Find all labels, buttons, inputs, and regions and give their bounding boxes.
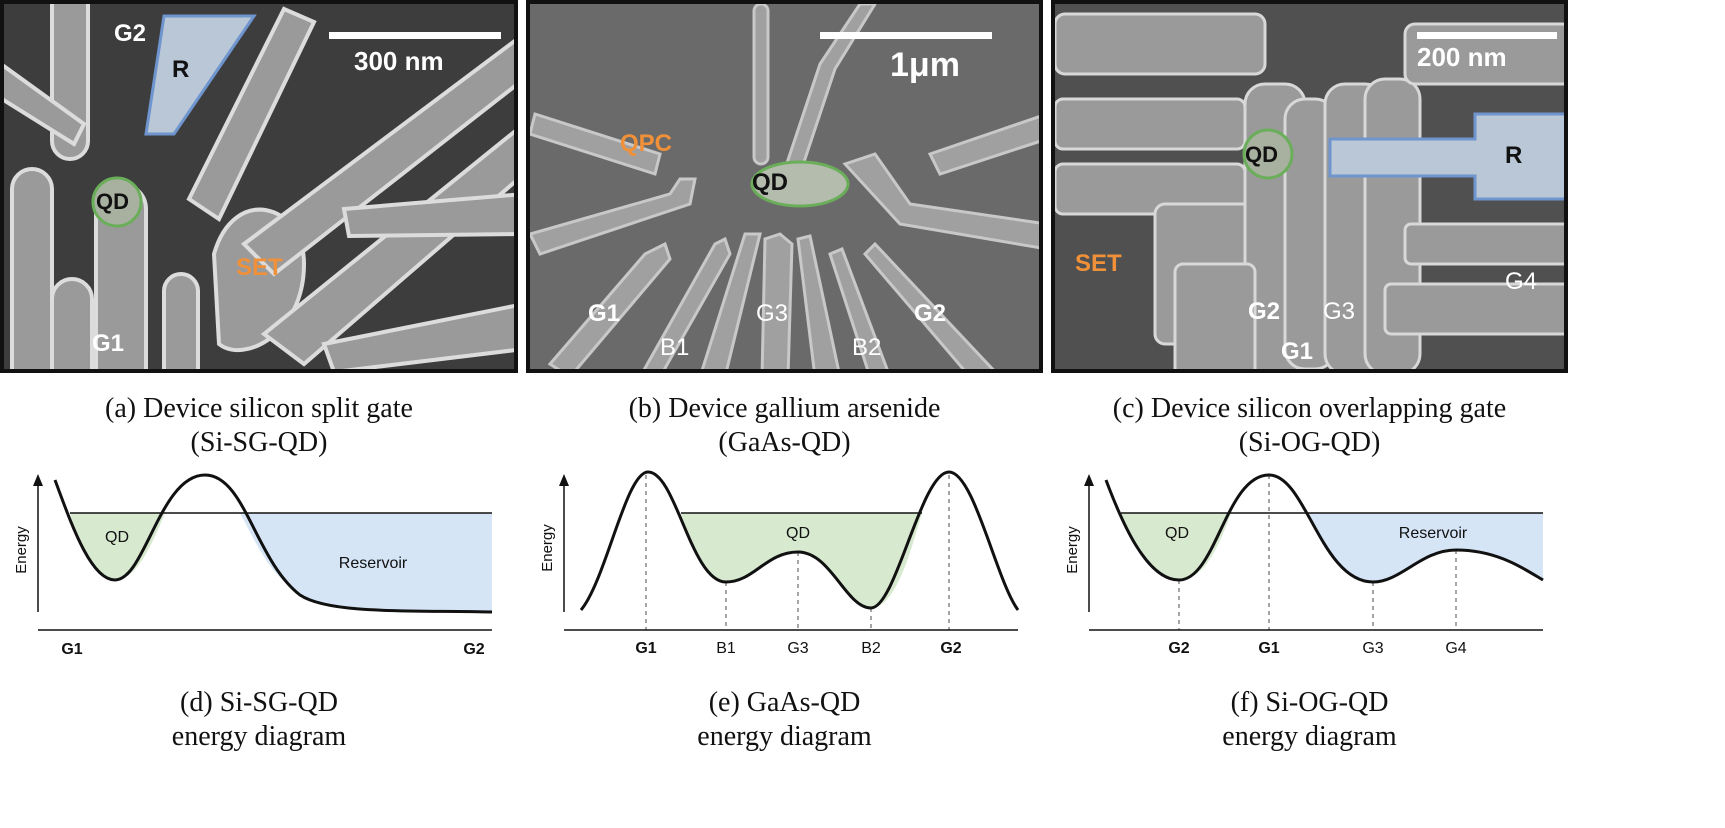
gate-label-g2: G2 bbox=[114, 20, 147, 47]
scalebar bbox=[1417, 32, 1557, 39]
sem-a-gates bbox=[4, 4, 514, 369]
sem-image-a: 300 nm G2 R QD SET G1 bbox=[0, 0, 518, 373]
qd-highlight bbox=[750, 160, 850, 208]
reservoir-label: Reservoir bbox=[1399, 525, 1468, 542]
qd-label: QD bbox=[1245, 142, 1278, 167]
qd-label: QD bbox=[752, 169, 788, 196]
set-label: SET bbox=[236, 254, 283, 281]
gate-label-g1: G1 bbox=[1281, 338, 1314, 365]
qd-label: QD bbox=[1165, 525, 1189, 542]
tick-label-b2: B2 bbox=[861, 640, 881, 657]
caption-c: (c) Device silicon overlapping gate (Si-… bbox=[1051, 392, 1568, 460]
scalebar-label: 300 nm bbox=[354, 46, 444, 76]
tick-label-b1: B1 bbox=[716, 640, 736, 657]
caption-b: (b) Device gallium arsenide (GaAs-QD) bbox=[526, 392, 1043, 460]
caption-b-line2: (GaAs-QD) bbox=[718, 427, 851, 458]
tick-label-g3: G3 bbox=[787, 640, 808, 657]
gate-label-g4: G4 bbox=[1505, 268, 1538, 295]
qd-fill bbox=[70, 513, 165, 580]
tick-label-g4: G4 bbox=[1445, 640, 1466, 657]
reservoir-r-highlight bbox=[144, 14, 257, 136]
caption-b-line1: (b) Device gallium arsenide bbox=[628, 393, 941, 424]
energy-diagram-d: Energy QD Reservoir G1 G2 bbox=[13, 473, 493, 658]
caption-e: (e) GaAs-QD energy diagram bbox=[526, 686, 1043, 754]
gate-markers bbox=[645, 475, 950, 630]
caption-a-line1: (a) Device silicon split gate bbox=[105, 393, 413, 424]
reservoir-r-highlight bbox=[1328, 112, 1564, 201]
gate-label-g2: G2 bbox=[914, 300, 947, 327]
gate-label-g3: G3 bbox=[1323, 298, 1356, 325]
potential-curve bbox=[53, 473, 493, 614]
qd-label: QD bbox=[786, 525, 810, 542]
scalebar bbox=[820, 32, 992, 39]
gate-label-b1: B1 bbox=[660, 334, 690, 361]
scalebar-label: 200 nm bbox=[1417, 42, 1507, 72]
caption-f: (f) Si-OG-QD energy diagram bbox=[1051, 686, 1568, 754]
qd-highlight bbox=[91, 176, 143, 228]
y-axis-label: Energy bbox=[1064, 526, 1081, 574]
qd-highlight bbox=[1242, 128, 1294, 180]
tick-label-g2: G2 bbox=[463, 641, 484, 658]
gate-markers bbox=[1178, 475, 1457, 630]
caption-d-line1: (d) Si-SG-QD bbox=[180, 687, 338, 718]
caption-f-line2: energy diagram bbox=[1222, 721, 1397, 752]
caption-a-line2: (Si-SG-QD) bbox=[190, 427, 328, 458]
caption-e-line1: (e) GaAs-QD bbox=[708, 687, 861, 718]
gate-label-b2: B2 bbox=[852, 334, 882, 361]
y-axis-label: Energy bbox=[13, 526, 30, 574]
tick-label-g1: G1 bbox=[635, 640, 656, 657]
gate-label-g2: G2 bbox=[1248, 298, 1281, 325]
y-axis-arrow bbox=[1084, 474, 1094, 486]
potential-curve bbox=[1104, 473, 1544, 584]
sem-b-gates bbox=[530, 4, 1039, 369]
tick-label-g3: G3 bbox=[1362, 640, 1383, 657]
tick-label-g1: G1 bbox=[1258, 640, 1279, 657]
qd-label: QD bbox=[96, 189, 129, 214]
caption-c-line1: (c) Device silicon overlapping gate bbox=[1112, 393, 1507, 424]
caption-c-line2: (Si-OG-QD) bbox=[1238, 427, 1381, 458]
tick-label-g2: G2 bbox=[1168, 640, 1189, 657]
caption-a: (a) Device silicon split gate (Si-SG-QD) bbox=[0, 392, 518, 460]
energy-diagram-e: Energy QD G1 B1 G3 B2 G2 bbox=[539, 470, 1020, 657]
qd-fill bbox=[681, 513, 922, 608]
reservoir-fill bbox=[240, 513, 492, 612]
sem-image-c: 200 nm QD R SET G4 G2 G3 G1 bbox=[1051, 0, 1568, 373]
scalebar-label: 1μm bbox=[890, 46, 960, 84]
sem-c-gates bbox=[1055, 12, 1564, 369]
set-label: SET bbox=[1075, 250, 1122, 277]
gate-label-g1: G1 bbox=[588, 300, 621, 327]
reservoir-label-r: R bbox=[1505, 142, 1523, 169]
sem-image-b: 1μm QPC QD G1 G3 G2 B1 B2 bbox=[526, 0, 1043, 373]
caption-f-line1: (f) Si-OG-QD bbox=[1230, 687, 1389, 718]
y-axis-arrow bbox=[559, 474, 569, 486]
reservoir-label-r: R bbox=[172, 56, 190, 83]
gate-label-g3: G3 bbox=[756, 300, 789, 327]
tick-label-g1: G1 bbox=[61, 641, 82, 658]
reservoir-label: Reservoir bbox=[339, 555, 408, 572]
reservoir-fill bbox=[1309, 513, 1543, 582]
y-axis-arrow bbox=[33, 474, 43, 486]
qd-label: QD bbox=[105, 529, 129, 546]
caption-d: (d) Si-SG-QD energy diagram bbox=[0, 686, 518, 754]
caption-e-line2: energy diagram bbox=[697, 721, 872, 752]
energy-diagram-f: Energy QD Reservoir G2 G1 G3 G4 bbox=[1064, 473, 1544, 657]
caption-d-line2: energy diagram bbox=[171, 721, 347, 752]
y-axis-label: Energy bbox=[539, 524, 556, 572]
gate-label-g1: G1 bbox=[92, 330, 125, 357]
scalebar bbox=[329, 32, 501, 39]
tick-label-g2: G2 bbox=[940, 640, 961, 657]
potential-curve bbox=[579, 470, 1020, 611]
qpc-label: QPC bbox=[620, 130, 673, 157]
